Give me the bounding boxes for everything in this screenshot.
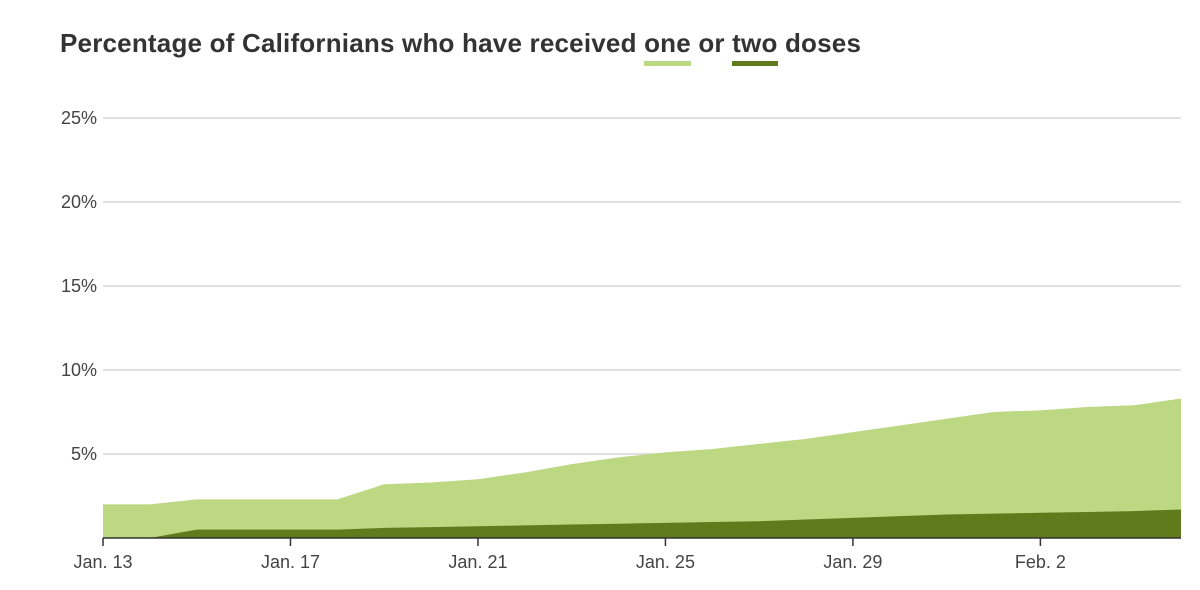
plot-areas: [103, 398, 1181, 538]
area-one-dose: [103, 398, 1181, 538]
y-tick-label: 10%: [61, 360, 97, 380]
legend-one-dose: one: [644, 28, 691, 66]
y-tick-label: 25%: [61, 108, 97, 128]
title-prefix: Percentage of Californians who have rece…: [60, 28, 645, 58]
legend-one-dose-label: one: [644, 28, 691, 58]
x-tick-label: Jan. 21: [448, 552, 507, 572]
x-tick-label: Jan. 13: [73, 552, 132, 572]
legend-two-doses-swatch: [732, 61, 778, 66]
legend-two-doses-label: two: [732, 28, 778, 58]
legend-two-doses: two: [732, 28, 778, 66]
gridlines: [103, 117, 1181, 455]
y-tick-label: 15%: [61, 276, 97, 296]
x-tick-label: Jan. 25: [636, 552, 695, 572]
y-tick-label: 5%: [71, 444, 97, 464]
x-tick-label: Jan. 29: [823, 552, 882, 572]
area-two-doses: [103, 509, 1181, 538]
x-tick-label: Feb. 2: [1015, 552, 1066, 572]
x-tick-label: Jan. 17: [261, 552, 320, 572]
x-axis: Jan. 13 Jan. 17 Jan. 21 Jan. 25 Jan. 29 Feb. …: [73, 537, 1181, 572]
y-tick-label: 20%: [61, 192, 97, 212]
y-axis: 5% 10% 15% 20% 25%: [61, 108, 97, 464]
title-suffix: doses: [777, 28, 862, 58]
legend-one-dose-swatch: [644, 61, 691, 66]
title-mid: or: [690, 28, 733, 58]
chart-title: Percentage of Californians who have rece…: [60, 28, 862, 66]
